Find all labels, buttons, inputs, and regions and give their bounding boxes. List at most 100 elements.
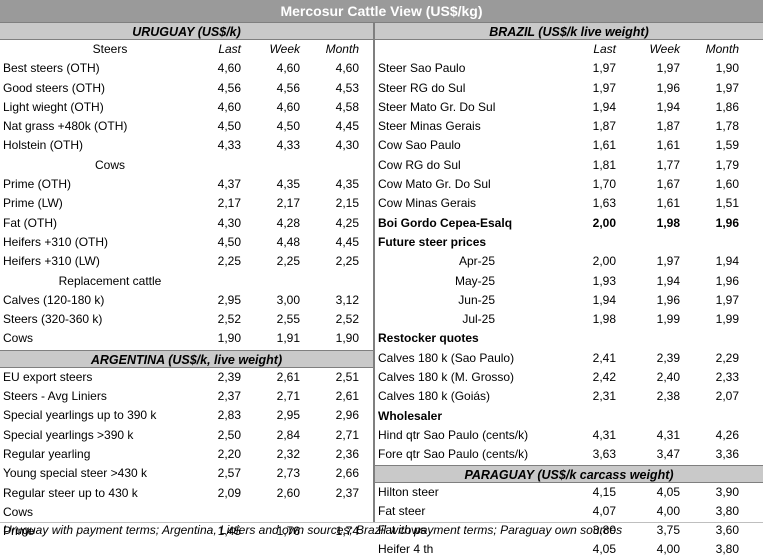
row-week: 4,60	[276, 61, 300, 76]
table-row: Prime (OTH) 4,37 4,35 4,35	[0, 175, 373, 194]
row-week: 3,75	[656, 523, 680, 538]
steers-group-label: Steers	[92, 42, 128, 56]
row-week: 2,39	[656, 350, 680, 365]
row-week: 1,61	[656, 138, 680, 153]
row-month: 1,94	[715, 254, 739, 269]
row-label: Calves (120-180 k)	[3, 292, 105, 307]
cows-group-row: Cows	[0, 156, 373, 175]
row-month: 1,97	[715, 292, 739, 307]
row-last: 4,07	[592, 503, 616, 518]
row-last: 1,93	[592, 273, 616, 288]
row-last: 2,37	[217, 389, 241, 404]
sheet-title: Mercosur Cattle View (US$/kg)	[0, 0, 763, 22]
right-column: BRAZIL (US$/k live weight) Last Week Mon…	[375, 22, 763, 560]
row-last: 2,83	[217, 408, 241, 423]
row-week: 1,91	[276, 331, 300, 346]
table-row: Calves 180 k (M. Grosso) 2,42 2,40 2,33	[375, 368, 763, 387]
row-week: 4,56	[276, 80, 300, 95]
table-row: Nat grass +480k (OTH) 4,50 4,50 4,45	[0, 117, 373, 136]
table-row: Heifers +310 (OTH) 4,50 4,48 4,45	[0, 233, 373, 252]
row-week: 1,97	[656, 254, 680, 269]
row-month: 1,86	[715, 99, 739, 114]
row-month: 4,53	[335, 80, 359, 95]
row-label: Fat (OTH)	[3, 215, 57, 230]
row-week: 3,00	[276, 292, 300, 307]
row-label: Calves 180 k (M. Grosso)	[378, 370, 515, 385]
row-last: 1,94	[592, 99, 616, 114]
row-label: Young special steer >430 k	[3, 466, 147, 481]
row-week: 2,17	[276, 196, 300, 211]
uruguay-header-row: Steers Last Week Month	[0, 40, 373, 59]
table-row: Jul-25 1,98 1,99 1,99	[375, 310, 763, 329]
row-month: 1,78	[715, 119, 739, 134]
row-last: 4,60	[217, 61, 241, 76]
row-week: 2,71	[276, 389, 300, 404]
row-month: 3,80	[715, 503, 739, 518]
table-row: Fat cows 3,80 3,75 3,60	[375, 521, 763, 540]
col-week: Week	[269, 42, 300, 56]
row-month: 4,45	[335, 234, 359, 249]
future-list: Apr-25 2,00 1,97 1,94 May-25 1,93 1,94 1,96 Jun-…	[375, 252, 763, 329]
row-last: 2,31	[592, 389, 616, 404]
row-week: 1,87	[656, 119, 680, 134]
row-week: 2,61	[276, 369, 300, 384]
table-row: Special yearlings up to 390 k 2,83 2,95 2,9…	[0, 406, 373, 425]
table-row: May-25 1,93 1,94 1,96	[375, 272, 763, 291]
table-row: Steer Mato Gr. Do Sul 1,94 1,94 1,86	[375, 98, 763, 117]
row-last: 2,20	[217, 446, 241, 461]
row-week: 1,96	[656, 80, 680, 95]
row-last: 2,52	[217, 312, 241, 327]
left-column: URUGUAY (US$/k) Steers Last Week Month B…	[0, 22, 373, 541]
row-month: 3,36	[715, 447, 739, 462]
future-group-row: Future steer prices	[375, 233, 763, 252]
row-month: 2,36	[335, 446, 359, 461]
row-month: 3,90	[715, 484, 739, 499]
row-month: 1,60	[715, 177, 739, 192]
restocker-list: Calves 180 k (Sao Paulo) 2,41 2,39 2,29 Calv…	[375, 349, 763, 407]
row-last: 4,60	[217, 99, 241, 114]
row-label: Nat grass +480k (OTH)	[3, 119, 128, 134]
row-label: Heifers +310 (LW)	[3, 254, 100, 269]
row-label: Boi Gordo Cepea-Esalq	[378, 215, 513, 230]
row-last: 2,39	[217, 369, 241, 384]
table-row: Regular steer up to 430 k 2,09 2,60 2,37	[0, 484, 373, 503]
column-divider	[373, 22, 375, 523]
row-month: 2,66	[335, 466, 359, 481]
row-last: 2,09	[217, 485, 241, 500]
table-row: Apr-25 2,00 1,97 1,94	[375, 252, 763, 271]
row-week: 1,97	[656, 61, 680, 76]
footer-divider	[0, 522, 763, 523]
row-month: 4,45	[335, 119, 359, 134]
table-row: Steers - Avg Liniers 2,37 2,71 2,61	[0, 387, 373, 406]
paraguay-heading: PARAGUAY (US$/k carcass weight)	[375, 464, 763, 483]
row-month: 2,33	[715, 370, 739, 385]
table-row: Fore qtr Sao Paulo (cents/k) 3,63 3,47 3,36	[375, 445, 763, 464]
table-row: EU export steers 2,39 2,61 2,51	[0, 368, 373, 387]
row-week: 2,60	[276, 485, 300, 500]
future-group-label: Future steer prices	[378, 234, 487, 249]
row-last: 2,57	[217, 466, 241, 481]
row-week: 4,00	[656, 503, 680, 518]
row-last: 2,41	[592, 350, 616, 365]
row-label: Hind qtr Sao Paulo (cents/k)	[378, 427, 529, 442]
row-label: Steers - Avg Liniers	[3, 389, 107, 404]
row-month: 1,99	[715, 312, 739, 327]
table-row: Special yearlings >390 k 2,50 2,84 2,71	[0, 426, 373, 445]
row-label: Regular steer up to 430 k	[3, 485, 138, 500]
row-month: 1,79	[715, 157, 739, 172]
row-month: 4,58	[335, 99, 359, 114]
row-last: 2,00	[592, 254, 616, 269]
argentina-cows-row: Cows	[0, 503, 373, 522]
row-last: 1,63	[592, 196, 616, 211]
row-month: 4,60	[335, 61, 359, 76]
row-week: 4,50	[276, 119, 300, 134]
table-row: Heifer 4 th 4,05 4,00 3,80	[375, 540, 763, 559]
table-row: Best steers (OTH) 4,60 4,60 4,60	[0, 59, 373, 78]
row-last: 2,50	[217, 427, 241, 442]
row-last: 1,45	[217, 524, 241, 539]
row-week: 4,05	[656, 484, 680, 499]
row-label: Special yearlings >390 k	[3, 427, 134, 442]
row-label: Fore qtr Sao Paulo (cents/k)	[378, 447, 529, 462]
row-month: 2,52	[335, 312, 359, 327]
